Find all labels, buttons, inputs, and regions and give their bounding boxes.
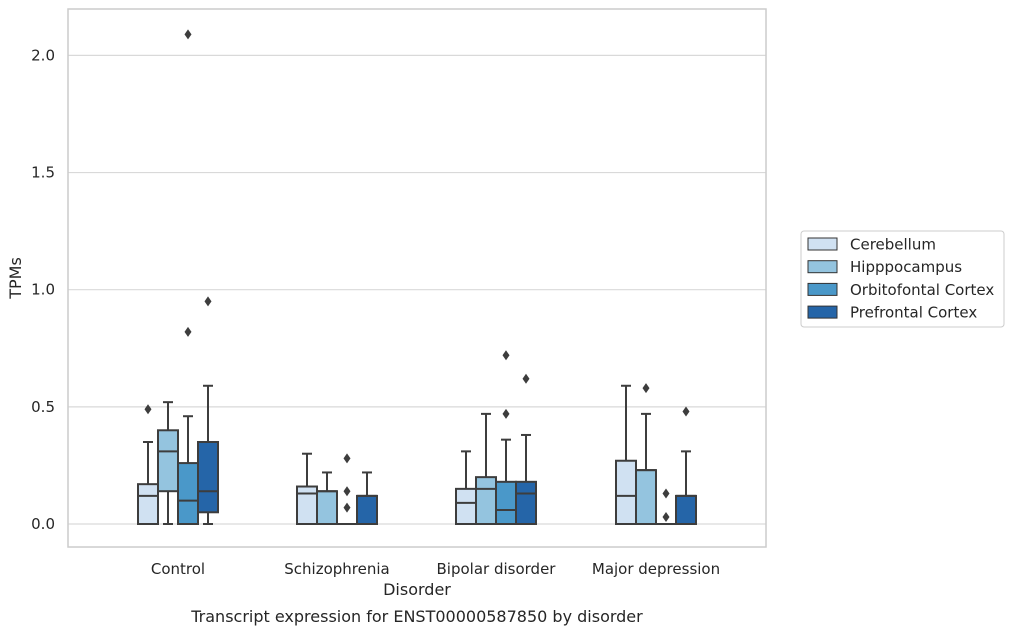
legend-swatch xyxy=(807,282,838,296)
box-iqr xyxy=(675,494,697,526)
box-iqr xyxy=(356,494,378,526)
box-hipppocampus xyxy=(475,412,497,526)
legend-label: Cerebellum xyxy=(850,236,936,254)
box-series-group xyxy=(137,29,697,526)
x-tick-label: Major depression xyxy=(592,560,720,578)
y-tick-label: 0.5 xyxy=(31,398,55,416)
x-tick-label: Bipolar disorder xyxy=(437,560,557,578)
y-tick-labels: 0.0 0.5 1.0 1.5 2.0 xyxy=(31,46,55,533)
box-iqr xyxy=(475,476,497,526)
legend-label: Orbitofontal Cortex xyxy=(850,281,994,299)
box-iqr xyxy=(316,490,338,525)
legend-frame xyxy=(800,230,1005,328)
outlier-point xyxy=(642,383,650,394)
outlier-point xyxy=(343,453,351,464)
x-axis-label: Disorder xyxy=(383,580,451,599)
outlier-point xyxy=(204,296,212,307)
y-tick-label: 1.0 xyxy=(31,281,55,299)
y-tick-label: 1.5 xyxy=(31,164,55,182)
legend-label: Hipppocampus xyxy=(850,258,962,276)
outlier-point xyxy=(184,326,192,337)
box-iqr xyxy=(177,462,199,525)
box-hipppocampus xyxy=(157,401,179,525)
legend: Cerebellum Hipppocampus Orbitofontal Corte… xyxy=(800,230,1005,328)
y-tick-label: 2.0 xyxy=(31,46,55,64)
legend-swatch xyxy=(807,305,838,319)
outlier-point xyxy=(522,373,530,384)
chart-caption: Transcript expression for ENST0000058785… xyxy=(190,607,643,626)
legend-label: Prefrontal Cortex xyxy=(850,304,977,322)
box-orbitofontal-cortex xyxy=(177,29,199,525)
box-cerebellum xyxy=(296,452,318,525)
legend-swatch xyxy=(807,260,838,274)
box-cerebellum xyxy=(137,404,159,526)
box-iqr xyxy=(137,483,159,526)
outlier-point xyxy=(184,29,192,40)
box-iqr xyxy=(515,480,537,525)
box-hipppocampus xyxy=(316,471,338,525)
box-iqr xyxy=(197,440,219,514)
box-iqr xyxy=(455,487,477,526)
y-tick-label: 0.0 xyxy=(31,515,55,533)
box-iqr xyxy=(635,469,657,525)
box-orbitofontal-cortex xyxy=(495,350,517,525)
outlier-point xyxy=(343,502,351,513)
outlier-point xyxy=(343,486,351,497)
box-cerebellum xyxy=(455,450,477,526)
outlier-point xyxy=(662,511,670,522)
box-prefrontal-cortex xyxy=(197,296,219,525)
box-prefrontal-cortex xyxy=(675,406,697,526)
x-tick-labels: Control Schizophrenia Bipolar disorder Majo… xyxy=(151,560,720,578)
box-iqr xyxy=(296,485,318,525)
box-iqr xyxy=(615,459,637,526)
legend-swatch xyxy=(807,237,838,251)
outlier-point xyxy=(682,406,690,417)
box-prefrontal-cortex xyxy=(515,373,537,525)
box-orbitofontal-cortex xyxy=(336,453,358,526)
y-axis-label: TPMs xyxy=(6,257,25,300)
x-tick-label: Control xyxy=(151,560,205,578)
x-tick-label: Schizophrenia xyxy=(284,560,389,578)
box-iqr xyxy=(495,480,517,525)
plot-frame xyxy=(67,8,767,548)
outlier-point xyxy=(662,488,670,499)
box-hipppocampus xyxy=(635,383,657,525)
outlier-point xyxy=(144,404,152,415)
outlier-point xyxy=(502,408,510,419)
box-iqr xyxy=(157,429,179,493)
outlier-point xyxy=(502,350,510,361)
box-prefrontal-cortex xyxy=(356,471,378,526)
box-orbitofontal-cortex xyxy=(655,488,677,526)
